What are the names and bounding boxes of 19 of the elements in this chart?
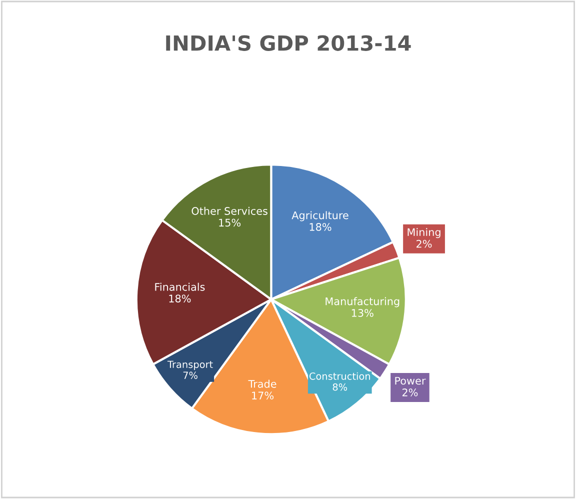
data-label: 17% xyxy=(252,392,274,400)
slice-label: Manufacturing xyxy=(326,297,400,308)
slice-label: Financials xyxy=(155,282,205,291)
slice-label: Transport xyxy=(167,360,213,370)
data-label: 18% xyxy=(169,294,191,302)
data-label: 15% xyxy=(219,218,241,227)
slice-label: Agriculture xyxy=(292,211,348,222)
data-label: 13% xyxy=(352,309,374,317)
slice-label: Construction xyxy=(309,372,370,380)
data-label: 8% xyxy=(332,383,348,391)
chart-title: INDIA'S GDP 2013-14 xyxy=(166,35,411,51)
data-label: 18% xyxy=(310,223,332,231)
slice-label: Power xyxy=(395,376,426,385)
data-label: 2% xyxy=(402,388,418,396)
slice-label: Mining xyxy=(408,228,440,238)
slice-label: Other Services xyxy=(192,206,268,215)
data-label: 7% xyxy=(183,372,198,379)
slice-label: Trade xyxy=(248,380,276,388)
data-label: 2% xyxy=(416,240,432,248)
